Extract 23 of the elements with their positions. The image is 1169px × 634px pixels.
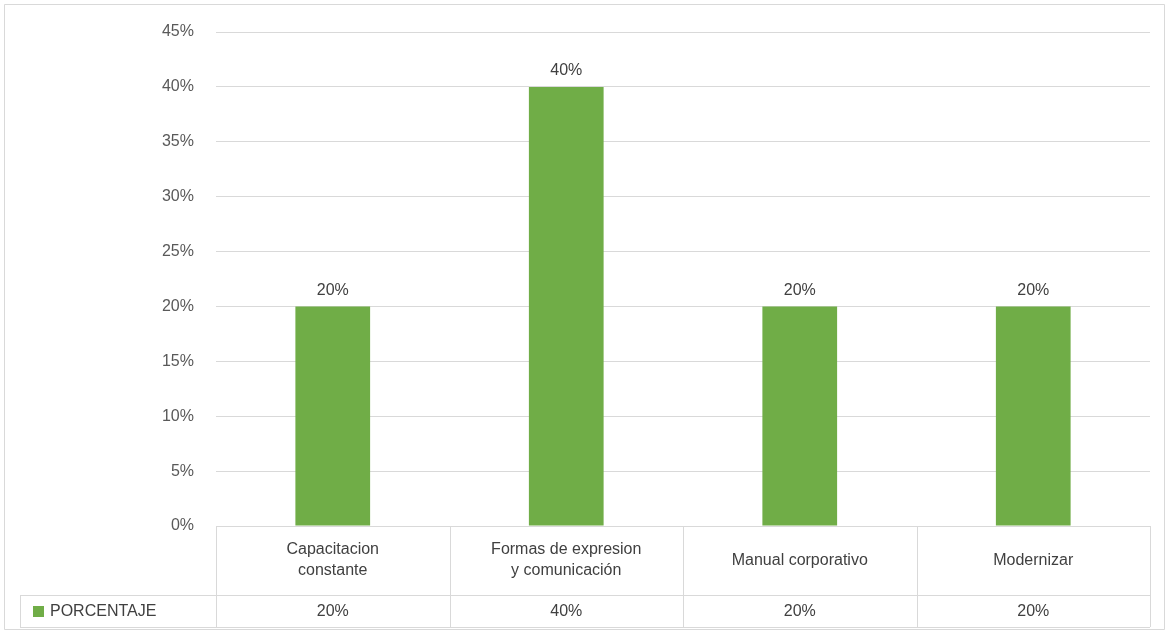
y-tick-label: 10% <box>161 406 194 424</box>
legend-label: PORCENTAJE <box>50 602 157 620</box>
y-tick-label: 45% <box>161 22 194 40</box>
data-label: 20% <box>783 602 816 620</box>
data-label: 40% <box>550 602 583 620</box>
y-tick-label: 0% <box>170 516 194 534</box>
x-tick-label: Manual corporativo <box>731 550 868 568</box>
y-tick-label: 30% <box>161 187 194 205</box>
text: 40% <box>550 61 583 79</box>
text: 20% <box>1017 280 1050 298</box>
data-label: 20% <box>1017 602 1050 620</box>
y-tick-label: 25% <box>161 241 194 259</box>
y-tick-label: 40% <box>161 77 194 95</box>
y-tick-label: 15% <box>161 351 194 369</box>
x-tick-label: Formas de expresion y comunicación <box>491 540 642 579</box>
x-tick-label: Modernizar <box>993 550 1074 568</box>
y-tick-label: 5% <box>170 461 194 479</box>
data-label: 20% <box>316 602 349 620</box>
y-tick-label: 35% <box>161 132 194 150</box>
text: 20% <box>316 280 349 298</box>
x-tick-label: Capacitacion constante <box>286 540 379 579</box>
y-tick-label: 20% <box>161 296 194 314</box>
text: 20% <box>783 280 816 298</box>
